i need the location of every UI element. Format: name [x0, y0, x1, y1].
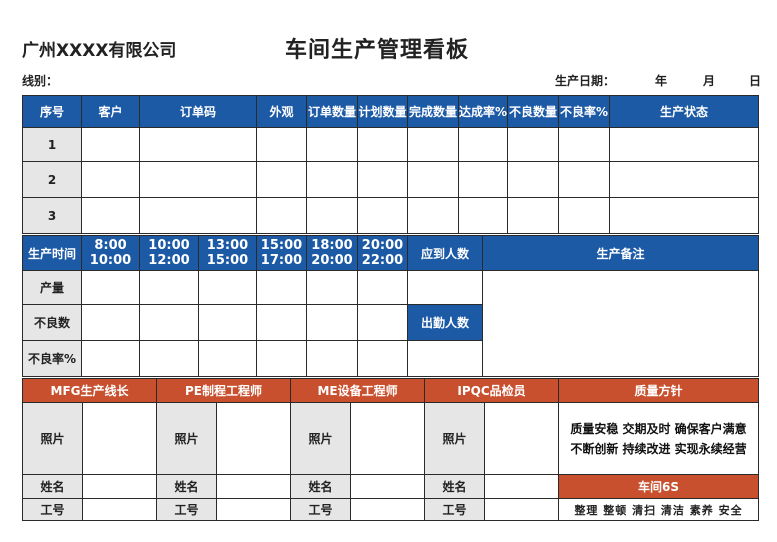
quality-policy-text: 质量安稳 交期及时 确保客户满意 不断创新 持续改进 实现永续经营	[558, 402, 760, 475]
name-label: 姓名	[424, 474, 486, 499]
order-table: 序号 客户 订单码 外观 订单数量 计划数量 完成数量 达成率% 不良数量 不良…	[22, 95, 759, 234]
role-me-engineer: ME设备工程师	[289, 378, 426, 403]
name-label: 姓名	[290, 474, 351, 499]
date-month-label: 月	[703, 74, 716, 88]
time-slot: 10:00 12:00	[139, 235, 199, 271]
photo-label: 照片	[290, 402, 351, 475]
actual-attendance-label: 出勤人数	[407, 304, 483, 341]
table-row: 2	[22, 161, 759, 198]
date-day-label: 日	[749, 74, 762, 88]
header-appearance: 外观	[256, 95, 307, 128]
role-mfg-line-leader: MFG生产线长	[22, 378, 157, 403]
production-time-label: 生产时间	[22, 235, 82, 271]
row-label-output: 产量	[22, 270, 82, 305]
name-label: 姓名	[156, 474, 217, 499]
header-status: 生产状态	[609, 95, 759, 128]
production-table: 生产时间 8:00 10:00 10:00 12:00 13:00 15:00 15:…	[22, 235, 759, 377]
expected-attendance-value[interactable]	[407, 270, 483, 305]
header-done-qty: 完成数量	[407, 95, 459, 128]
time-slot: 20:00 22:00	[357, 235, 408, 271]
id-label: 工号	[424, 498, 486, 521]
table-row: 不良率%	[22, 340, 759, 377]
workshop-6s-title: 车间6S	[558, 474, 760, 499]
production-date-label: 生产日期：	[555, 74, 616, 88]
header-plan-qty: 计划数量	[357, 95, 408, 128]
header-achieve-rate: 达成率%	[458, 95, 508, 128]
id-label: 工号	[156, 498, 217, 521]
photo-slot[interactable]	[82, 402, 157, 475]
quality-policy-title: 质量方针	[558, 378, 760, 403]
id-field[interactable]	[82, 498, 157, 521]
photo-slot[interactable]	[349, 402, 426, 475]
id-label: 工号	[290, 498, 351, 521]
name-field[interactable]	[349, 474, 426, 499]
photo-label: 照片	[156, 402, 217, 475]
row-label-defect-rate: 不良率%	[22, 340, 82, 377]
line-label: 线别：	[22, 74, 59, 88]
time-slot: 18:00 20:00	[306, 235, 358, 271]
page-title: 车间生产管理看板	[285, 38, 470, 63]
expected-attendance-label: 应到人数	[407, 235, 483, 271]
table-row: 1	[22, 127, 759, 162]
row-number: 2	[22, 161, 82, 198]
role-ipqc-inspector: IPQC品检员	[424, 378, 560, 403]
header-defect-rate: 不良率%	[558, 95, 610, 128]
header-customer: 客户	[81, 95, 140, 128]
header-defect-qty: 不良数量	[507, 95, 559, 128]
table-row: 产量	[22, 270, 759, 377]
time-slot: 15:00 17:00	[256, 235, 307, 271]
table-row: 3	[22, 197, 759, 234]
name-field[interactable]	[82, 474, 157, 499]
photo-label: 照片	[22, 402, 83, 475]
header-order-code: 订单码	[139, 95, 257, 128]
header-serial: 序号	[22, 95, 82, 128]
photo-slot[interactable]	[216, 402, 291, 475]
role-pe-engineer: PE制程工程师	[156, 378, 291, 403]
id-field[interactable]	[484, 498, 560, 521]
row-label-defects: 不良数	[22, 304, 82, 341]
time-slot: 8:00 10:00	[81, 235, 140, 271]
row-number: 1	[22, 127, 82, 162]
id-field[interactable]	[216, 498, 291, 521]
date-year-label: 年	[655, 74, 668, 88]
id-field[interactable]	[349, 498, 426, 521]
id-label: 工号	[22, 498, 83, 521]
production-remarks-area[interactable]	[482, 270, 759, 377]
photo-label: 照片	[424, 402, 486, 475]
workshop-6s-items: 整理 整顿 清扫 清洁 素养 安全	[558, 498, 760, 521]
row-number: 3	[22, 197, 82, 234]
time-slot: 13:00 15:00	[198, 235, 257, 271]
name-field[interactable]	[484, 474, 560, 499]
header-order-qty: 订单数量	[306, 95, 358, 128]
staff-table: MFG生产线长 PE制程工程师 ME设备工程师 IPQC品检员 质量方针 照片 …	[22, 378, 760, 521]
actual-attendance-value[interactable]	[407, 340, 483, 377]
photo-slot[interactable]	[484, 402, 560, 475]
name-label: 姓名	[22, 474, 83, 499]
production-remarks-label: 生产备注	[482, 235, 759, 271]
name-field[interactable]	[216, 474, 291, 499]
company-name: 广州XXXX有限公司	[22, 41, 177, 61]
